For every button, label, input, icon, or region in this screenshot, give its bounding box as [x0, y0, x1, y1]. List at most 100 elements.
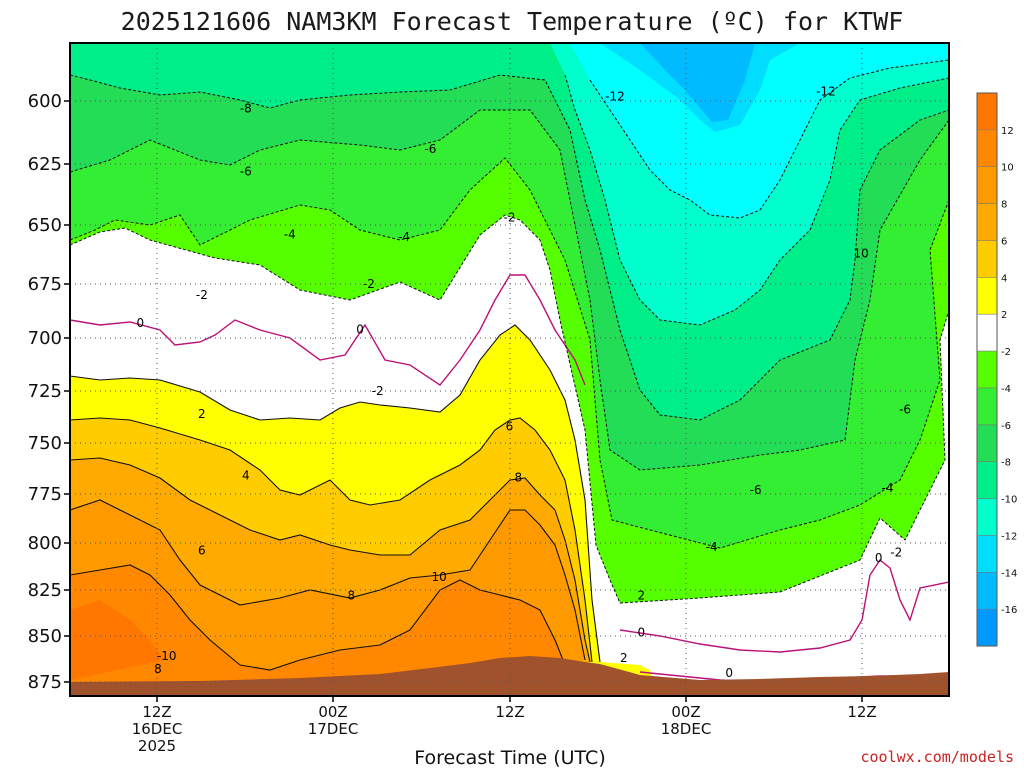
contour-label: -6 [240, 164, 252, 178]
contour-label: -4 [398, 230, 410, 244]
contour-label: 2 [638, 589, 646, 603]
y-tick-label-700: 700 [28, 328, 62, 349]
y-tick-label-750: 750 [28, 433, 62, 454]
contour-label: -10 [157, 649, 177, 663]
isotherm-plus6 [70, 457, 591, 663]
x-tick-label: 12Z [142, 703, 171, 721]
terrain-ground [70, 656, 949, 696]
isotherm-plus2 [70, 324, 601, 663]
region-plus12 [70, 600, 165, 680]
x-tick-label: 18DEC [661, 720, 712, 738]
colorbar-label: 10 [1001, 163, 1014, 174]
isotherm-minus8 [70, 74, 949, 421]
colorbar-label: -14 [1001, 568, 1017, 579]
contour-label: 0 [725, 666, 733, 680]
isotherm-minus2 [70, 214, 949, 604]
colorbar-cell [977, 314, 997, 352]
contour-label: -12 [816, 85, 836, 99]
y-tick-label-725: 725 [28, 381, 62, 402]
colorbar-cell [977, 240, 997, 278]
colorbar-label: 8 [1001, 200, 1007, 211]
contour-label: -2 [372, 384, 384, 398]
contour-label: 0 [638, 625, 646, 639]
y-tick-label-775: 775 [28, 484, 62, 505]
chart-title: 2025121606 NAM3KM Forecast Temperature (… [121, 7, 904, 36]
region-minus16 [640, 43, 755, 122]
isotherm-zero-upper [70, 274, 586, 386]
isotherm-minus10 [564, 74, 949, 326]
y-tick-label-675: 675 [28, 274, 62, 295]
colorbar-label: 2 [1001, 310, 1007, 321]
y-tick-label-825: 825 [28, 580, 62, 601]
contour-label: -2 [196, 288, 208, 302]
colorbar-frame [976, 92, 998, 647]
contour-label: 8 [514, 471, 522, 485]
colorbar-label: -12 [1001, 531, 1017, 542]
contour-label: 0 [875, 551, 883, 565]
credit-link[interactable]: coolwx.com/models [860, 748, 1014, 766]
y-tick-label-875: 875 [28, 672, 62, 693]
contour-label: 6 [506, 419, 514, 433]
isotherm-minus6 [70, 109, 949, 471]
isotherm-plus10 [70, 564, 566, 671]
colorbar-cell [977, 498, 997, 536]
contour-label: -2 [504, 211, 516, 225]
colorbar-cell [977, 387, 997, 426]
contour-label: -4 [881, 481, 893, 495]
contour-label: -6 [899, 403, 911, 417]
contour-label: 4 [242, 469, 250, 483]
region-plus10 [70, 565, 565, 696]
colorbar-label: -10 [1001, 495, 1017, 506]
contour-label-layer: -8 -6 -6 -12 -12 -4 -4 -2 10 -2 -2 0 0 -2 2 -6 6 4 8 -6 -4 6 -… [136, 85, 911, 680]
y-tick-label-850: 850 [28, 626, 62, 647]
x-axis-label: Forecast Time (UTC) [414, 747, 605, 768]
isotherm-plus4 [70, 417, 593, 663]
x-tick-label: 00Z [318, 703, 347, 721]
contour-label: 2 [198, 407, 206, 421]
colorbar-cell [977, 93, 997, 131]
contour-label: -8 [240, 102, 252, 116]
contour-label: -2 [890, 545, 902, 559]
colorbar-label: -8 [1001, 458, 1011, 469]
colorbar-cell [977, 129, 997, 168]
contour-label: 2 [620, 651, 628, 665]
colorbar: 12 10 8 6 4 2 -2 -4 -6 -8 -10 -12 -14 -16 [976, 92, 1017, 647]
y-axis: 600 625 650 675 700 725 750 775 800 825 850 875 [28, 91, 70, 693]
colorbar-cell [977, 535, 997, 573]
plot-area: -8 -6 -6 -12 -12 -4 -4 -2 10 -2 -2 0 0 -2 2 -6 6 4 8 -6 -4 6 -… [70, 43, 949, 696]
colorbar-label: -16 [1001, 605, 1017, 616]
colorbar-cell [977, 203, 997, 241]
y-tick-label-800: 800 [28, 533, 62, 554]
colorbar-cell [977, 609, 997, 647]
contour-label: -6 [750, 483, 762, 497]
contour-label: 0 [136, 316, 144, 330]
isotherm-minus4 [70, 157, 949, 549]
colorbar-label: -2 [1001, 347, 1011, 358]
colorbar-label: 6 [1001, 236, 1007, 247]
colorbar-label: -6 [1001, 421, 1011, 432]
x-tick-label: 12Z [847, 703, 876, 721]
contour-label: -4 [284, 227, 296, 241]
colorbar-label: 4 [1001, 273, 1007, 284]
colorbar-cell [977, 351, 997, 389]
contour-label: 8 [154, 662, 162, 676]
isotherm-minus12 [589, 59, 949, 219]
colorbar-label: 12 [1001, 126, 1014, 137]
contour-label: -6 [424, 142, 436, 156]
x-tick-label: 17DEC [308, 720, 359, 738]
y-tick-label-600: 600 [28, 91, 62, 112]
colorbar-cell [977, 277, 997, 315]
isotherm-zero-lower [619, 558, 949, 653]
colorbar-cell [977, 166, 997, 205]
colorbar-label: -4 [1001, 384, 1011, 395]
y-tick-label-625: 625 [28, 154, 62, 175]
x-tick-label: 12Z [495, 703, 524, 721]
contour-label: 10 [853, 246, 868, 260]
contour-label: 6 [198, 544, 206, 558]
x-tick-label: 00Z [671, 703, 700, 721]
colorbar-cell [977, 424, 997, 463]
x-tick-label: 16DEC [132, 720, 183, 738]
x-tick-label: 2025 [138, 737, 176, 755]
